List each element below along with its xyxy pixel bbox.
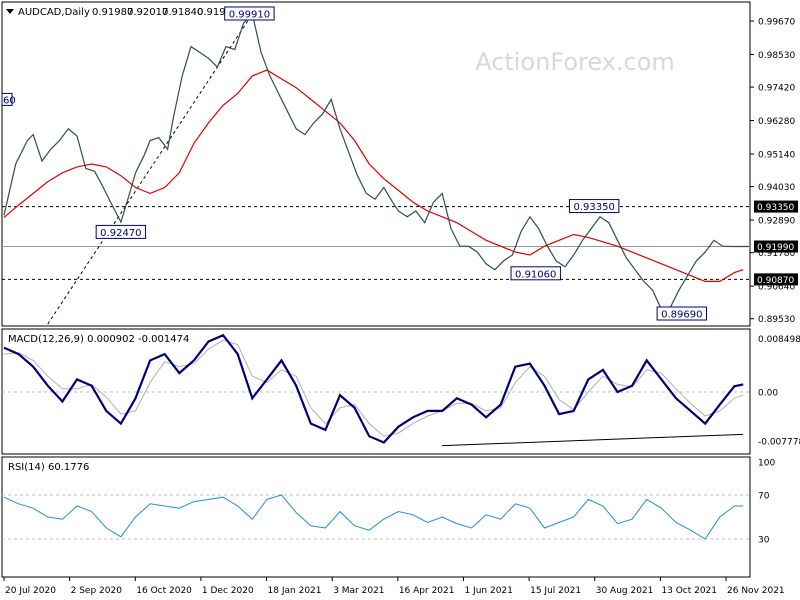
x-tick-label: 1 Dec 2020: [202, 586, 254, 596]
macd-title: MACD(12,26,9) 0.000902 -0.001474: [8, 334, 189, 345]
macd-ytick-label: -0.007778: [758, 438, 800, 448]
price-ytick-label: 0.90640: [758, 283, 795, 293]
axis-level-label-1: 0.91990: [757, 243, 794, 253]
annotation-box: [224, 6, 275, 21]
watermark: ActionForex.com: [475, 48, 675, 76]
ohlc-high: 0.92017: [127, 7, 168, 18]
x-tick-label: 13 Oct 2021: [661, 586, 717, 596]
macd-ytick-label: 0.00: [758, 389, 778, 399]
rsi-panel-frame: [1, 456, 751, 578]
annotation-box: [568, 199, 620, 214]
axis-level-box-1: [754, 240, 798, 253]
price-annotation-3: 0.93350: [568, 199, 620, 214]
price-ytick-label: 0.91780: [758, 249, 795, 259]
annotation-box: [656, 306, 708, 321]
annotation-box: [95, 224, 147, 239]
x-tick-label: 3 Mar 2021: [333, 586, 384, 596]
dropdown-triangle-icon: [6, 9, 14, 14]
price-title: AUDCAD,Daily: [18, 7, 90, 18]
x-tick-label: 30 Aug 2021: [596, 586, 654, 596]
price-ytick-label: 0.89530: [758, 315, 795, 325]
axis-layer: 0.99670 0.98530 0.97420 0.96280 0.95140 0.940…: [3, 18, 800, 596]
price-annotation-2: 0.91060: [510, 266, 561, 281]
annotation-label: 0.91060: [515, 269, 556, 280]
x-tick-label: 1 Jun 2021: [464, 586, 512, 596]
x-tick-label: 16 Apr 2021: [399, 586, 455, 596]
rsi-title: RSI(14) 60.1776: [8, 462, 89, 473]
price-layer: 0.99910 0.92470 0.91060 0.93350 0.89690 60: [1, 6, 750, 325]
macd-line: [3, 333, 744, 444]
price-panel-frame: [1, 1, 751, 327]
price-annotation-4: 0.89690: [656, 306, 708, 321]
price-ytick-label: 0.97420: [758, 84, 795, 94]
price-ytick-label: 0.94030: [758, 183, 795, 193]
left-edge-label: 60: [1, 92, 16, 106]
axis-level-box-2: [754, 273, 798, 286]
price-ytick-label: 0.96280: [758, 117, 795, 127]
price-trendline: [47, 13, 253, 325]
ohlc-open: 0.91987: [92, 7, 133, 18]
left-edge-box: [1, 92, 13, 106]
price-annotation-1: 0.92470: [95, 224, 147, 239]
rsi-ytick-label: 30: [758, 536, 770, 546]
x-tick-label: 18 Jan 2021: [268, 586, 322, 596]
axis-level-label-0: 0.93350: [757, 203, 794, 213]
ohlc-close: 0.91990: [197, 7, 238, 18]
x-tick-label: 20 Jul 2020: [5, 586, 56, 596]
macd-ytick-label: 0.008498: [758, 335, 800, 345]
x-tick-label: 16 Oct 2020: [136, 586, 192, 596]
rsi-ytick-label: 100: [758, 459, 775, 469]
annotation-box: [510, 266, 561, 281]
macd-layer: [2, 333, 750, 447]
price-header: AUDCAD,Daily 0.91987 0.92017 0.91840 0.9…: [6, 7, 238, 18]
left-edge-text: 60: [3, 95, 16, 106]
axis-level-box-0: [754, 200, 798, 213]
price-ytick-label: 0.92890: [758, 217, 795, 227]
price-ytick-label: 0.98530: [758, 51, 795, 61]
annotation-label: 0.93350: [573, 202, 614, 213]
axis-level-label-2: 0.90870: [757, 276, 794, 286]
price-ytick-label: 0.95140: [758, 151, 795, 161]
annotation-label: 0.99910: [229, 9, 270, 20]
price-annotation-0: 0.99910: [224, 6, 275, 21]
ma-line: [3, 69, 744, 282]
rsi-layer: [2, 494, 750, 540]
price-line: [3, 12, 749, 310]
rsi-ytick-label: 70: [758, 492, 770, 502]
macd-trendline: [442, 433, 744, 447]
price-ytick-label: 0.99670: [758, 18, 795, 28]
x-tick-label: 15 Jul 2021: [530, 586, 581, 596]
x-tick-label: 26 Nov 2021: [727, 586, 785, 596]
annotation-label: 0.92470: [100, 228, 141, 239]
annotation-label: 0.89690: [661, 310, 702, 321]
x-tick-label: 2 Sep 2020: [71, 586, 123, 596]
rsi-line: [3, 494, 744, 540]
ohlc-low: 0.91840: [162, 7, 203, 18]
